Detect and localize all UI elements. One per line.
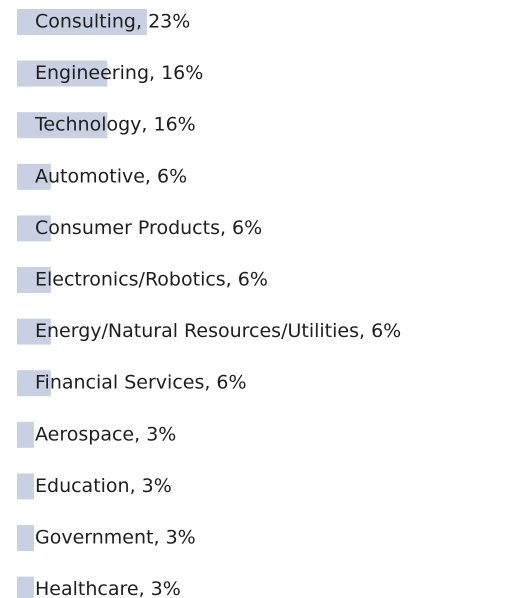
bar-label: Automotive, 6% — [35, 165, 187, 187]
bar-label: Engineering, 16% — [35, 62, 203, 84]
bar-label: Electronics/Robotics, 6% — [35, 269, 268, 291]
bar — [17, 421, 34, 448]
bar — [17, 318, 51, 345]
bar-label: Consulting, 23% — [35, 11, 190, 33]
bar — [17, 60, 108, 87]
bar-label: Education, 3% — [35, 475, 172, 497]
bar — [17, 267, 51, 293]
bar — [17, 215, 51, 242]
bar-label: Consumer Products, 6% — [35, 217, 262, 239]
bar-label: Healthcare, 3% — [35, 578, 181, 598]
bar — [17, 473, 34, 500]
bar-label: Government, 3% — [35, 527, 196, 549]
bar — [17, 525, 34, 551]
bar-label: Energy/Natural Resources/Utilities, 6% — [35, 320, 401, 342]
bar — [17, 370, 51, 397]
bar-label: Technology, 16% — [34, 114, 196, 136]
bar-label: Financial Services, 6% — [35, 372, 247, 394]
bar — [17, 576, 34, 598]
bar — [17, 9, 147, 35]
bar — [17, 163, 51, 190]
bar — [17, 112, 108, 139]
bar-label: Aerospace, 3% — [35, 423, 176, 445]
